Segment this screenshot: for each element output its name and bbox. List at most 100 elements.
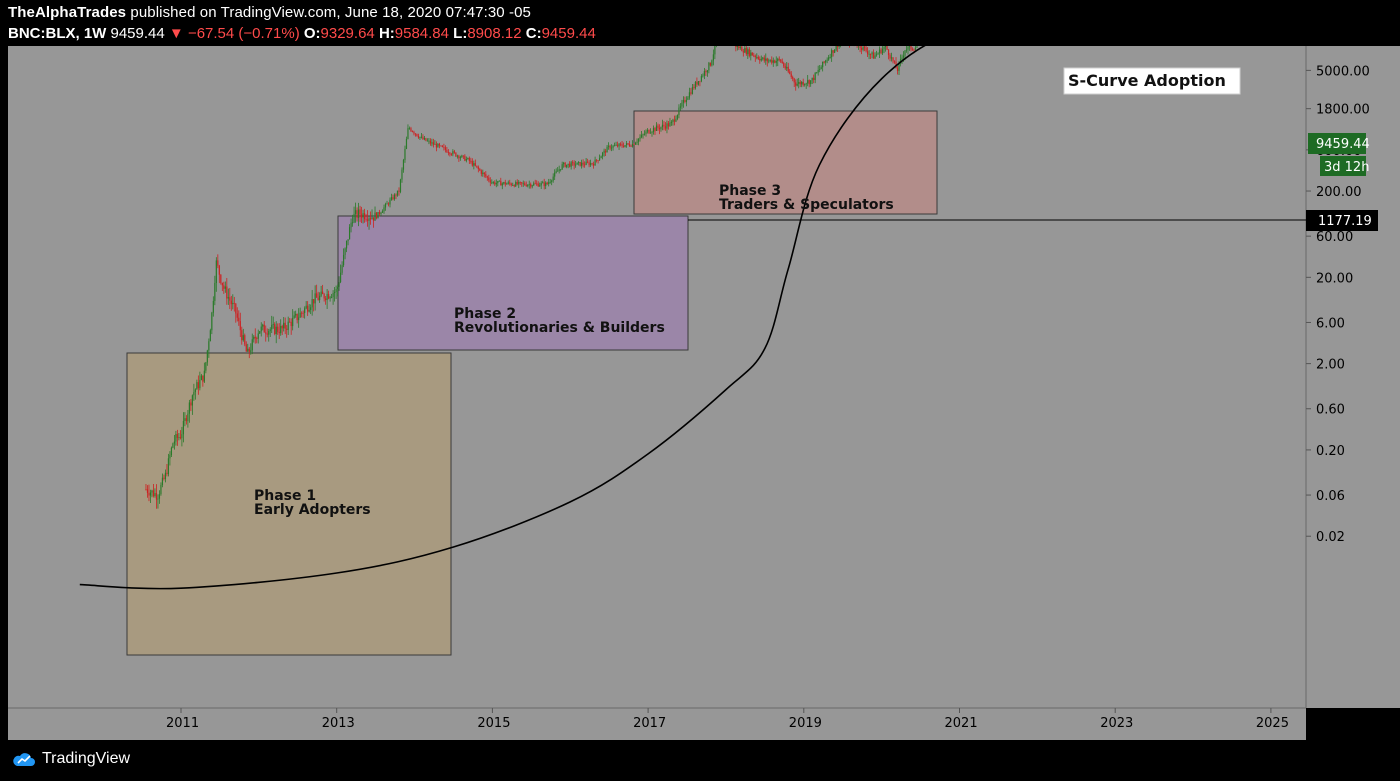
- candle-body: [447, 152, 449, 154]
- candle-body: [624, 145, 626, 147]
- candle-body: [554, 172, 556, 177]
- candle-body: [468, 158, 470, 161]
- phase-2-subtitle: Revolutionaries & Builders: [454, 320, 665, 336]
- candle-body: [669, 122, 671, 127]
- candle-body: [515, 182, 517, 187]
- phase-1-subtitle: Early Adopters: [254, 502, 371, 518]
- candle-body: [308, 309, 310, 312]
- candle-body: [209, 330, 211, 342]
- candle-body: [682, 100, 685, 103]
- candle-body: [238, 317, 240, 322]
- candle-body: [775, 61, 777, 63]
- publish-info: published on TradingView.com, June 18, 2…: [130, 4, 531, 21]
- candle-body: [603, 150, 605, 153]
- candle-body: [390, 197, 393, 200]
- candle-body: [708, 62, 710, 71]
- candle-body: [474, 163, 476, 166]
- candle-body: [212, 300, 214, 313]
- candle-body: [643, 133, 646, 135]
- candle-body: [672, 119, 674, 122]
- phase-1-box[interactable]: [126, 352, 452, 656]
- candle-body: [244, 335, 246, 345]
- candle-body: [274, 324, 276, 334]
- candle-body: [735, 43, 737, 48]
- candle-body: [564, 162, 566, 167]
- candle-body: [871, 52, 873, 55]
- candle-body: [148, 492, 150, 496]
- last-price: 9459.44: [110, 25, 165, 42]
- price-chart[interactable]: Phase 1 Early Adopters Phase 2 Revolutio…: [0, 0, 1400, 740]
- candle-body: [193, 392, 195, 396]
- candle-body: [200, 375, 202, 380]
- candle-body: [802, 82, 804, 85]
- candle-body: [813, 77, 815, 81]
- candle-body: [531, 185, 533, 187]
- time-tick-label: 2023: [1100, 716, 1133, 731]
- candle-body: [646, 129, 649, 132]
- candle-body: [384, 203, 387, 208]
- candle-body: [393, 194, 396, 200]
- publisher-name[interactable]: TheAlphaTrades: [8, 4, 127, 21]
- cloud-icon: [13, 753, 36, 766]
- candle-body: [268, 331, 270, 335]
- candle-body: [329, 297, 331, 299]
- candle-body: [220, 274, 222, 283]
- close-value: 9459.44: [541, 25, 596, 42]
- candle-body: [618, 143, 620, 147]
- candle-body: [420, 136, 423, 138]
- candle-body: [637, 138, 640, 142]
- candle-body: [218, 265, 220, 275]
- symbol-label[interactable]: BNC:BLX, 1W: [8, 25, 107, 42]
- candle-body: [455, 152, 457, 157]
- candle-body: [305, 305, 307, 309]
- candle-body: [208, 341, 210, 351]
- candle-body: [239, 321, 241, 331]
- candle-body: [703, 71, 705, 76]
- candle-body: [829, 57, 831, 58]
- candle-body: [652, 128, 655, 132]
- chart-area[interactable]: Phase 1 Early Adopters Phase 2 Revolutio…: [0, 0, 1400, 745]
- candle-body: [609, 145, 611, 149]
- candle-body: [157, 498, 159, 500]
- phase-2-box[interactable]: [337, 215, 689, 351]
- candle-body: [446, 149, 448, 153]
- price-tick-label: 20.00: [1316, 271, 1353, 286]
- s-curve-title-box[interactable]: [1063, 67, 1241, 95]
- candle-body: [503, 182, 505, 184]
- candle-body: [768, 60, 770, 62]
- candle-body: [649, 132, 652, 134]
- candle-body: [590, 163, 592, 166]
- candle-body: [606, 146, 608, 153]
- candle-body: [588, 162, 590, 166]
- candle-body: [335, 288, 337, 292]
- candle-body: [260, 326, 262, 332]
- horizontal-line-badge: [1306, 210, 1378, 231]
- candle-body: [886, 44, 888, 50]
- candle-body: [560, 169, 562, 171]
- tradingview-logo[interactable]: TradingView: [12, 750, 130, 768]
- phase-3-box[interactable]: [633, 110, 938, 215]
- publish-line: TheAlphaTrades published on TradingView.…: [8, 4, 531, 21]
- candle-body: [357, 209, 360, 218]
- time-axis-background[interactable]: [8, 708, 1306, 740]
- candle-body: [299, 312, 301, 318]
- candle-body: [188, 402, 190, 414]
- candle-body: [738, 45, 740, 49]
- candle-body: [170, 447, 173, 455]
- candle-body: [828, 57, 830, 60]
- price-tick-label: 0.20: [1316, 444, 1345, 459]
- candle-body: [338, 282, 340, 287]
- candle-body: [913, 49, 915, 51]
- candle-body: [714, 44, 716, 55]
- candle-body: [663, 124, 665, 127]
- candle-body: [771, 59, 773, 63]
- candle-body: [230, 300, 232, 305]
- candle-body: [528, 184, 530, 185]
- candle-body: [498, 180, 500, 182]
- candle-body: [196, 382, 198, 390]
- candle-body: [506, 183, 508, 185]
- candle-body: [317, 297, 319, 301]
- candle-body: [194, 389, 196, 393]
- candle-body: [443, 146, 445, 148]
- candle-body: [878, 49, 881, 54]
